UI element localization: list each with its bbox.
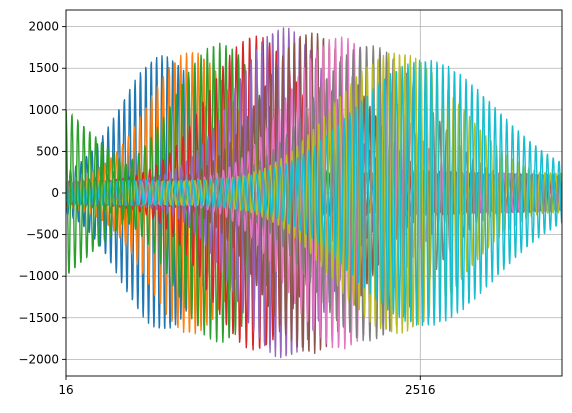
y-tick-label: 500 xyxy=(36,144,59,158)
y-tick-label: −500 xyxy=(26,228,59,242)
y-tick-label: −1000 xyxy=(18,269,59,283)
y-tick-label: 0 xyxy=(51,186,59,200)
y-tick-label: 1000 xyxy=(28,103,59,117)
y-tick-label: 2000 xyxy=(28,20,59,34)
y-tick-label: −2000 xyxy=(18,352,59,366)
x-tick-label: 16 xyxy=(58,383,73,397)
y-tick-label: 1500 xyxy=(28,61,59,75)
y-tick-label: −1500 xyxy=(18,311,59,325)
x-tick-label: 2516 xyxy=(405,383,436,397)
